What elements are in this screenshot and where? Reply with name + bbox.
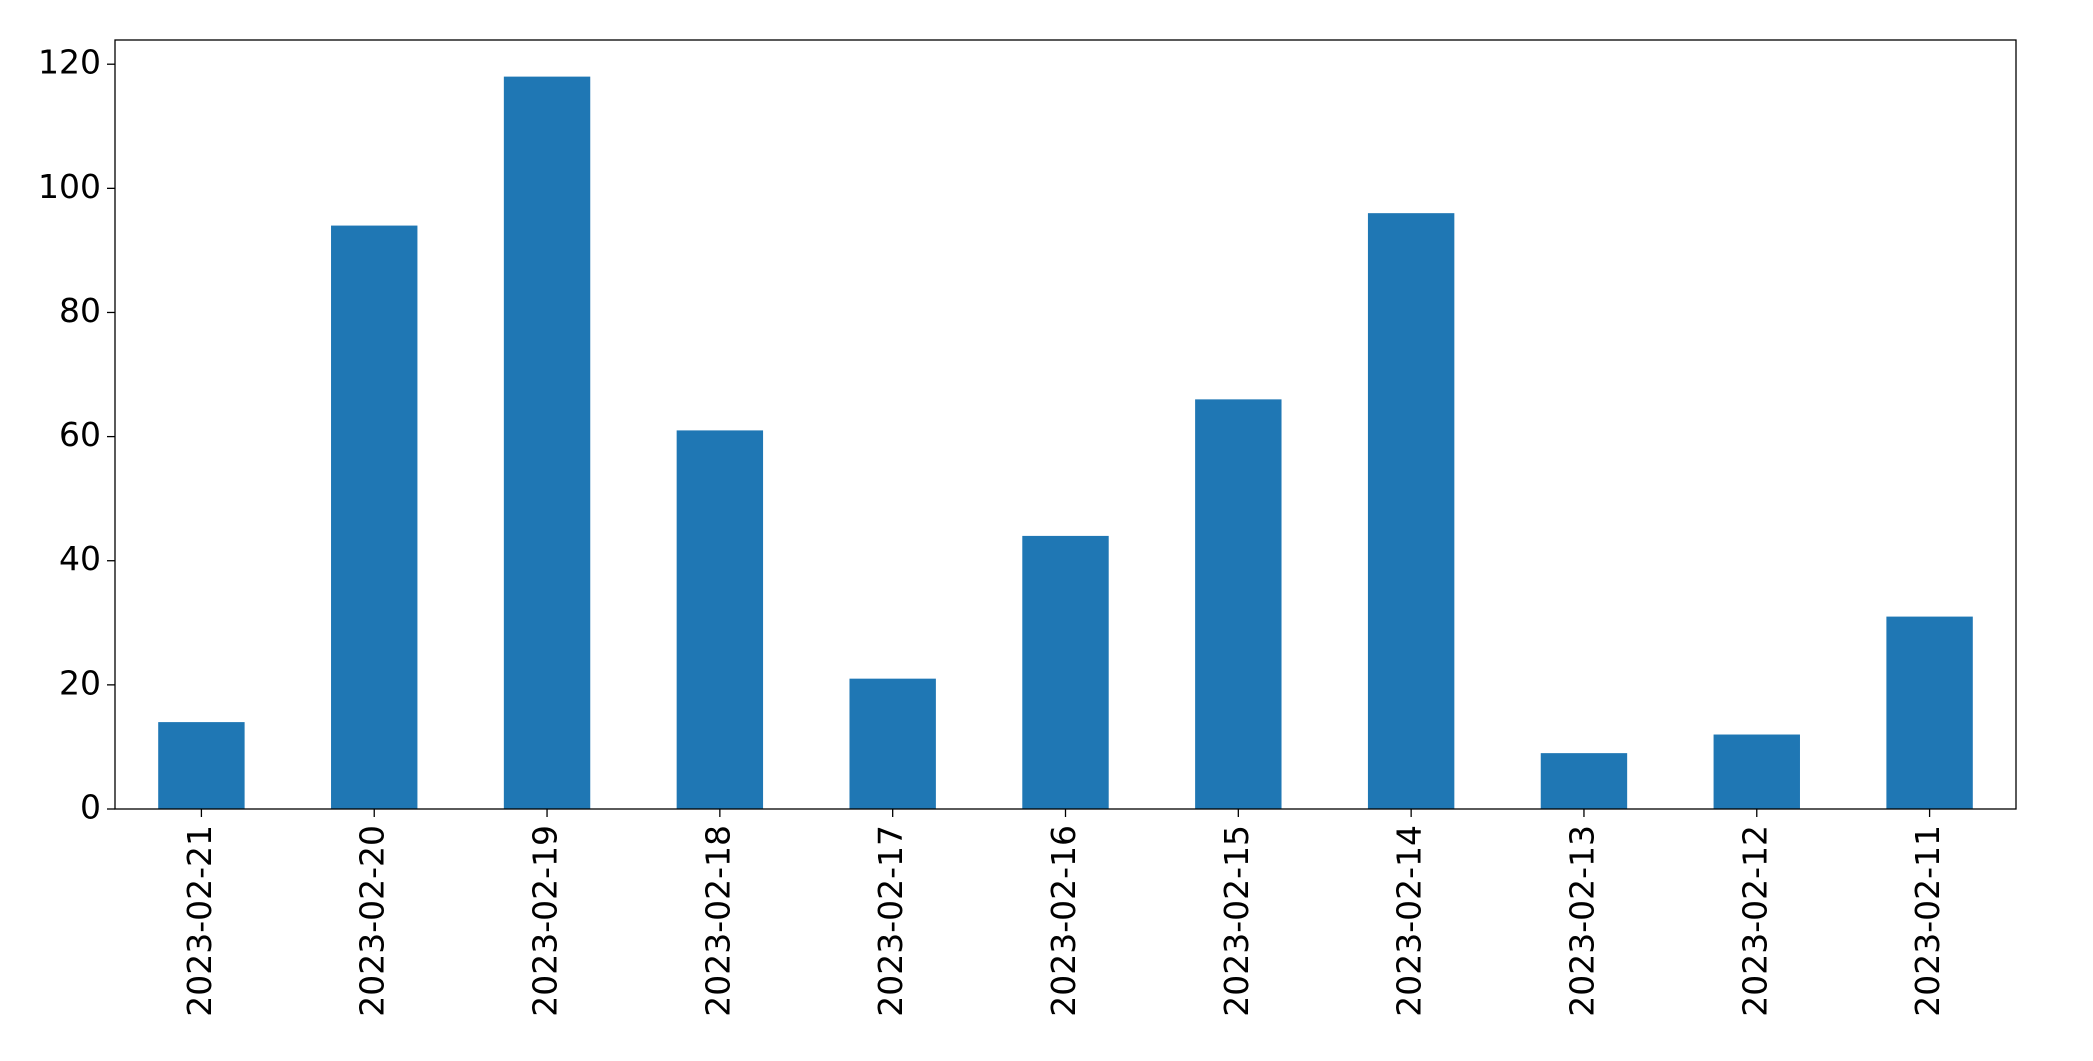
bar xyxy=(331,225,418,809)
y-tick-label: 40 xyxy=(59,539,101,578)
y-tick-label: 20 xyxy=(59,663,101,702)
y-tick-label: 100 xyxy=(38,167,101,206)
y-tick-label: 60 xyxy=(59,415,101,454)
x-tick-label: 2023-02-13 xyxy=(1562,825,1601,1017)
bar xyxy=(503,76,591,810)
x-tick-label: 2023-02-21 xyxy=(180,825,219,1017)
x-tick-label: 2023-02-11 xyxy=(1908,825,1947,1017)
plot-frame xyxy=(114,39,2017,810)
x-tick-label: 2023-02-19 xyxy=(526,825,565,1017)
bar xyxy=(1022,535,1109,809)
bar xyxy=(1886,616,1973,809)
x-tick-label: 2023-02-17 xyxy=(871,825,910,1017)
x-tick-label: 2023-02-15 xyxy=(1217,825,1256,1017)
x-tick-label: 2023-02-20 xyxy=(353,825,392,1017)
bar xyxy=(1713,734,1800,809)
bar xyxy=(1540,753,1628,809)
y-tick-label: 0 xyxy=(80,788,101,827)
y-tick-label: 80 xyxy=(59,291,101,330)
x-tick-label: 2023-02-18 xyxy=(698,825,737,1017)
bar xyxy=(676,430,764,809)
bar xyxy=(849,678,936,809)
x-tick-label: 2023-02-12 xyxy=(1735,825,1774,1017)
bar xyxy=(158,722,245,809)
y-tick-label: 120 xyxy=(38,43,101,82)
x-tick-label: 2023-02-16 xyxy=(1044,825,1083,1017)
x-tick-label: 2023-02-14 xyxy=(1390,825,1429,1017)
bar xyxy=(1367,213,1455,809)
bar xyxy=(1195,399,1282,809)
